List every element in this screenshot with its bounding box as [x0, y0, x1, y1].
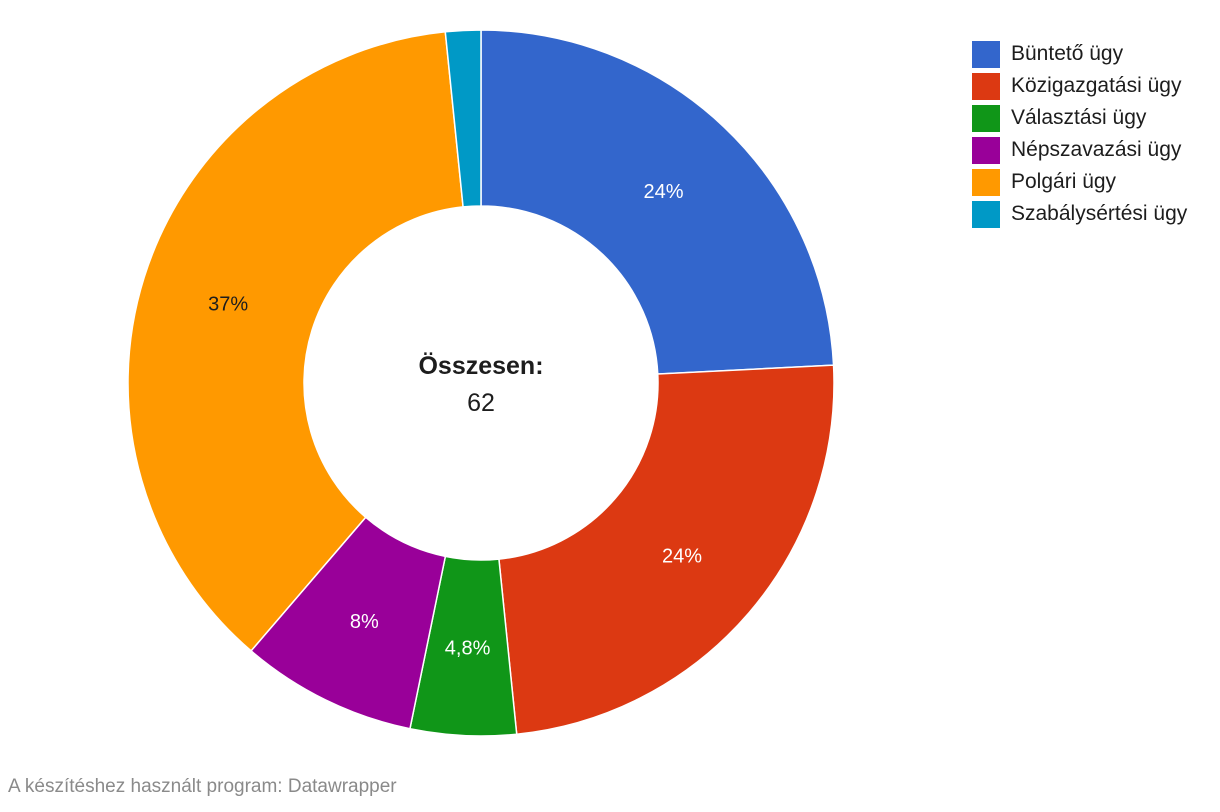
footer-credit: A készítéshez használt program: Datawrap…: [8, 776, 397, 797]
legend-item-kozigazgatasi-ugy: Közigazgatási ügy: [972, 70, 1187, 102]
legend-swatch: [972, 72, 1000, 100]
legend-swatch: [972, 136, 1000, 164]
legend-item-nepszavazasi-ugy: Népszavazási ügy: [972, 134, 1187, 166]
center-total-value: 62: [467, 389, 495, 417]
slice-label-valasztasi-ugy: 4,8%: [445, 638, 491, 660]
donut-slices: [127, 29, 835, 737]
legend-label: Választási ügy: [1011, 106, 1147, 129]
legend-swatch: [972, 168, 1000, 196]
slice-kozigazgatasi-ugy: [498, 364, 835, 736]
slice-value-labels: 24% 24% 4,8% 8% 37%: [208, 181, 702, 660]
legend-swatch: [972, 200, 1000, 228]
slice-polgari-ugy: [127, 30, 464, 652]
chart-legend: Büntető ügy Közigazgatási ügy Választási ü…: [972, 38, 1187, 230]
slice-label-bunteto-ugy: 24%: [644, 181, 684, 203]
slice-szabalysertesi-ugy: [444, 29, 482, 208]
legend-item-polgari-ugy: Polgári ügy: [972, 166, 1187, 198]
legend-item-valasztasi-ugy: Választási ügy: [972, 102, 1187, 134]
legend-label: Polgári ügy: [1011, 170, 1117, 193]
legend-item-szabalysertesi-ugy: Szabálysértési ügy: [972, 198, 1187, 230]
legend-swatch: [972, 40, 1000, 68]
legend-item-bunteto-ugy: Büntető ügy: [972, 38, 1187, 70]
slice-label-polgari-ugy: 37%: [208, 294, 248, 316]
slice-label-nepszavazasi-ugy: 8%: [350, 611, 379, 633]
legend-label: Népszavazási ügy: [1011, 138, 1182, 161]
legend-label: Büntető ügy: [1011, 42, 1124, 65]
slice-label-kozigazgatasi-ugy: 24%: [662, 546, 702, 568]
legend-label: Közigazgatási ügy: [1011, 74, 1182, 97]
slice-bunteto-ugy: [480, 29, 835, 375]
legend-label: Szabálysértési ügy: [1011, 202, 1188, 225]
center-total-title: Összesen:: [418, 351, 543, 380]
legend-swatch: [972, 104, 1000, 132]
